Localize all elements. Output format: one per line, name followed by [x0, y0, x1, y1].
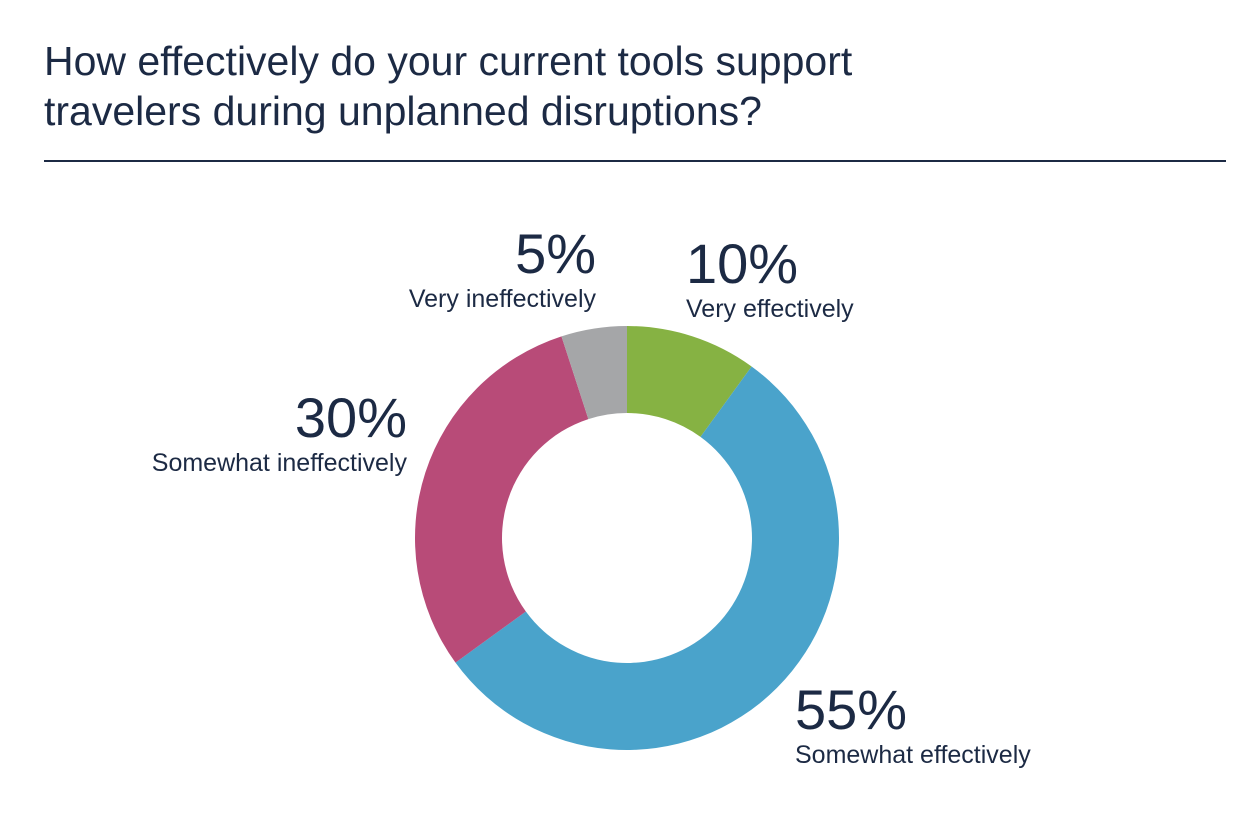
slice-label-very-effectively: 10% Very effectively — [686, 234, 854, 324]
donut-slice-somewhat-ineffectively — [415, 336, 589, 663]
chart-title: How effectively do your current tools su… — [44, 36, 1144, 136]
donut-slice-somewhat-effectively — [455, 366, 840, 750]
chart-title-line-2: travelers during unplanned disruptions? — [44, 88, 762, 134]
category-label-very-ineffectively: Very ineffectively — [408, 285, 596, 313]
donut-slice-very-ineffectively — [561, 326, 627, 420]
slice-label-somewhat-ineffectively: 30% Somewhat ineffectively — [152, 388, 407, 478]
value-label-somewhat-effectively: 55% — [795, 678, 908, 741]
category-label-somewhat-effectively: Somewhat effectively — [795, 741, 1031, 769]
category-label-somewhat-ineffectively: Somewhat ineffectively — [151, 449, 407, 477]
donut-slice-very-effectively — [627, 326, 752, 437]
category-label-very-effectively: Very effectively — [686, 295, 854, 323]
value-label-somewhat-ineffectively: 30% — [294, 386, 407, 449]
chart-title-line-1: How effectively do your current tools su… — [44, 38, 853, 84]
slice-label-somewhat-effectively: 55% Somewhat effectively — [795, 680, 1031, 770]
title-divider — [44, 160, 1226, 162]
slice-label-very-ineffectively: 5% Very ineffectively — [409, 224, 596, 314]
value-label-very-effectively: 10% — [686, 232, 799, 295]
value-label-very-ineffectively: 5% — [515, 222, 596, 285]
